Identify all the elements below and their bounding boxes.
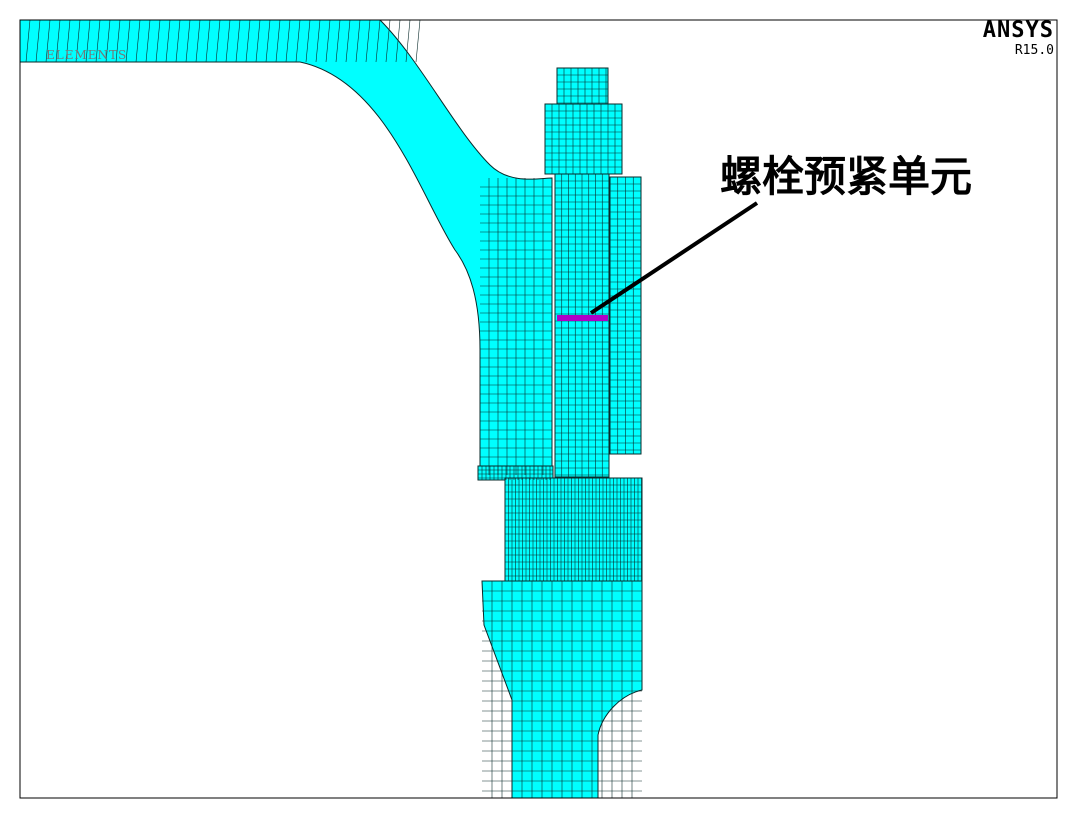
mesh-line	[315, 20, 321, 63]
mesh-line	[125, 20, 131, 63]
mesh-line	[395, 20, 401, 63]
mesh-line	[375, 20, 381, 63]
mesh-line	[175, 20, 181, 63]
mesh-line	[335, 20, 341, 63]
mesh-line	[85, 20, 91, 63]
mesh-line	[225, 20, 231, 63]
mesh-line	[165, 20, 171, 63]
mesh-line	[205, 20, 211, 63]
mesh-line	[115, 20, 121, 63]
mesh-line	[135, 20, 141, 63]
mesh-line	[255, 20, 261, 63]
mesh-line	[385, 20, 391, 63]
mesh-line	[195, 20, 201, 63]
mesh-line	[325, 20, 331, 63]
mesh-line	[35, 20, 41, 63]
mesh-line	[295, 20, 301, 63]
mesh-line	[265, 20, 271, 63]
mesh-line	[345, 20, 351, 63]
plot-type-label: ELEMENTS	[46, 48, 128, 62]
mesh-line	[215, 20, 221, 63]
mesh-line	[355, 20, 361, 63]
mesh-line	[25, 20, 31, 63]
mesh-line	[285, 20, 291, 63]
mesh-line	[75, 20, 81, 63]
mesh-line	[365, 20, 371, 63]
mesh-line	[405, 20, 411, 63]
mesh-grid-lines	[25, 20, 642, 798]
mesh-line	[45, 20, 51, 63]
disc-web-mesh-region	[20, 20, 553, 476]
clamped-block	[504, 477, 643, 582]
mesh-line	[95, 20, 101, 63]
mesh-line	[275, 20, 281, 63]
plot-frame	[19, 19, 1058, 799]
mesh-line	[145, 20, 151, 63]
mesh-line	[155, 20, 161, 63]
bolt-head-top	[556, 67, 609, 105]
mesh-line	[65, 20, 71, 63]
mesh-line	[105, 20, 111, 63]
mesh-line	[185, 20, 191, 63]
bolt-pretension-element[interactable]	[557, 315, 608, 321]
mesh-line	[235, 20, 241, 63]
product-version: R15.0	[1014, 43, 1054, 58]
callout-leader-line	[589, 201, 759, 315]
mesh-line	[55, 20, 61, 63]
product-name: ANSYS	[982, 18, 1054, 43]
mesh-line	[245, 20, 251, 63]
mesh-line	[415, 20, 421, 63]
mesh-line	[305, 20, 311, 63]
ansys-logo: ANSYS R15.0	[982, 18, 1054, 58]
pretension-callout-label: 螺栓预紧单元	[720, 152, 973, 201]
